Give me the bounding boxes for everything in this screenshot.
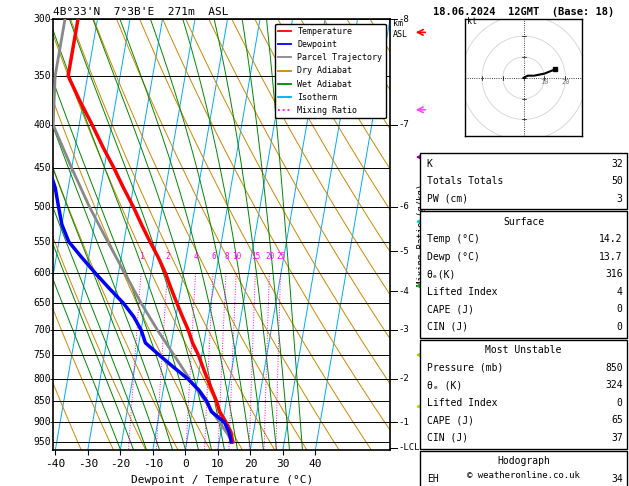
Text: 25: 25 [276, 252, 286, 261]
Text: 3: 3 [617, 193, 623, 204]
Text: 4: 4 [194, 252, 199, 261]
Text: 0: 0 [617, 322, 623, 332]
Text: 34: 34 [611, 473, 623, 484]
Bar [420, 153, 627, 209]
Text: Lifted Index: Lifted Index [426, 287, 497, 297]
Text: © weatheronline.co.uk: © weatheronline.co.uk [467, 471, 580, 480]
Text: 50: 50 [611, 176, 623, 186]
Text: 18.06.2024  12GMT  (Base: 18): 18.06.2024 12GMT (Base: 18) [433, 7, 615, 17]
Text: 850: 850 [605, 363, 623, 373]
Text: CAPE (J): CAPE (J) [426, 304, 474, 314]
Text: -3: -3 [399, 326, 409, 334]
Text: 450: 450 [33, 163, 51, 173]
Text: -LCL: -LCL [399, 443, 420, 452]
Text: 300: 300 [33, 15, 51, 24]
Text: Totals Totals: Totals Totals [426, 176, 503, 186]
Text: 6: 6 [211, 252, 216, 261]
Text: 13.7: 13.7 [599, 252, 623, 262]
Text: 4: 4 [617, 287, 623, 297]
Text: 8: 8 [224, 252, 229, 261]
Text: 1: 1 [140, 252, 144, 261]
Text: PW (cm): PW (cm) [426, 193, 468, 204]
Text: -8: -8 [399, 15, 409, 24]
Text: 10: 10 [232, 252, 242, 261]
Text: 900: 900 [33, 417, 51, 427]
Legend: Temperature, Dewpoint, Parcel Trajectory, Dry Adiabat, Wet Adiabat, Isotherm, Mi: Temperature, Dewpoint, Parcel Trajectory… [275, 24, 386, 118]
Text: 750: 750 [33, 350, 51, 360]
Text: 550: 550 [33, 237, 51, 246]
Text: 600: 600 [33, 268, 51, 278]
Text: 0: 0 [617, 398, 623, 408]
Text: 650: 650 [33, 298, 51, 308]
Text: -5: -5 [399, 247, 409, 256]
Text: 316: 316 [605, 269, 623, 279]
Text: 4B°33'N  7°3B'E  271m  ASL: 4B°33'N 7°3B'E 271m ASL [53, 7, 229, 17]
Text: 850: 850 [33, 396, 51, 406]
Text: 20: 20 [265, 252, 274, 261]
Text: 10: 10 [540, 79, 548, 85]
Text: 950: 950 [33, 437, 51, 447]
Text: Mixing Ratio (g/kg): Mixing Ratio (g/kg) [417, 183, 426, 286]
Text: 32: 32 [611, 158, 623, 169]
Text: Most Unstable: Most Unstable [486, 345, 562, 355]
Text: 2: 2 [166, 252, 170, 261]
Text: K: K [426, 158, 433, 169]
Text: -1: -1 [399, 417, 409, 427]
Text: CIN (J): CIN (J) [426, 433, 468, 443]
Text: Lifted Index: Lifted Index [426, 398, 497, 408]
Text: -4: -4 [399, 287, 409, 296]
X-axis label: Dewpoint / Temperature (°C): Dewpoint / Temperature (°C) [131, 475, 313, 485]
Text: 20: 20 [561, 79, 569, 85]
Text: 65: 65 [611, 415, 623, 425]
Text: θₑ (K): θₑ (K) [426, 380, 462, 390]
Text: 350: 350 [33, 71, 51, 81]
Bar [420, 340, 627, 449]
Bar [420, 451, 627, 486]
Text: km
ASL: km ASL [393, 19, 408, 39]
Text: 15: 15 [251, 252, 260, 261]
Text: 400: 400 [33, 120, 51, 130]
Text: Hodograph: Hodograph [497, 456, 550, 466]
Text: -7: -7 [399, 121, 409, 129]
Text: 500: 500 [33, 202, 51, 212]
Text: Temp (°C): Temp (°C) [426, 234, 479, 244]
Text: EH: EH [426, 473, 438, 484]
Text: 800: 800 [33, 374, 51, 384]
Text: 14.2: 14.2 [599, 234, 623, 244]
Text: 324: 324 [605, 380, 623, 390]
Text: 700: 700 [33, 325, 51, 335]
Text: Surface: Surface [503, 217, 544, 227]
Text: CIN (J): CIN (J) [426, 322, 468, 332]
Text: 37: 37 [611, 433, 623, 443]
Bar [420, 211, 627, 338]
Text: 0: 0 [617, 304, 623, 314]
Text: Pressure (mb): Pressure (mb) [426, 363, 503, 373]
Text: kt: kt [467, 17, 477, 26]
Text: -6: -6 [399, 202, 409, 211]
Text: Dewp (°C): Dewp (°C) [426, 252, 479, 262]
Text: CAPE (J): CAPE (J) [426, 415, 474, 425]
Text: -2: -2 [399, 374, 409, 383]
Text: θₑ(K): θₑ(K) [426, 269, 456, 279]
